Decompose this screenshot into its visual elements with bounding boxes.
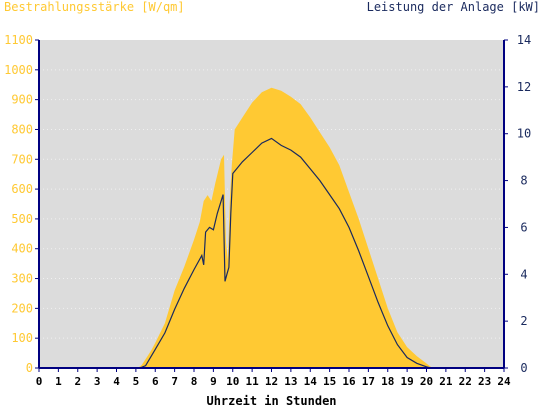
left-tick-label: 600 xyxy=(11,182,33,196)
x-tick-label: 11 xyxy=(246,375,260,388)
power-line xyxy=(39,137,504,369)
x-tick-label: 23 xyxy=(478,375,491,388)
x-tick-label: 13 xyxy=(284,375,297,388)
x-tick-label: 3 xyxy=(94,375,101,388)
left-tick-label: 1000 xyxy=(4,63,33,77)
right-tick-label: 6 xyxy=(520,220,527,234)
x-tick-label: 9 xyxy=(210,375,217,388)
right-tick-label: 0 xyxy=(520,361,527,375)
x-tick-label: 14 xyxy=(304,375,318,388)
x-tick-label: 4 xyxy=(113,375,120,388)
x-tick-label: 18 xyxy=(381,375,394,388)
left-tick-label: 300 xyxy=(11,272,33,286)
x-tick-label: 24 xyxy=(497,375,511,388)
right-tick-label: 8 xyxy=(520,174,527,188)
x-tick-label: 6 xyxy=(152,375,159,388)
right-tick-label: 10 xyxy=(517,127,531,141)
left-tick-label: 100 xyxy=(11,331,33,345)
left-tick-label: 0 xyxy=(26,361,33,375)
x-tick-label: 7 xyxy=(171,375,178,388)
tick-labels: 0 1 2 3 4 5 6 7 8 9 10 11 12 13 14 15 16 17 18 19 20 21 22 23 24… xyxy=(4,33,531,388)
x-tick-label: 0 xyxy=(36,375,43,388)
x-tick-label: 16 xyxy=(342,375,356,388)
right-axis-title: Leistung der Anlage [kW] xyxy=(366,0,540,14)
x-axis-title: Uhrzeit in Stunden xyxy=(206,394,336,408)
x-tick-label: 19 xyxy=(401,375,414,388)
right-tick-label: 14 xyxy=(517,33,531,47)
x-tick-label: 10 xyxy=(226,375,239,388)
left-tick-label: 800 xyxy=(11,122,33,136)
x-tick-label: 22 xyxy=(459,375,472,388)
x-tick-label: 20 xyxy=(420,375,433,388)
x-tick-label: 1 xyxy=(55,375,62,388)
x-tick-label: 8 xyxy=(191,375,198,388)
right-tick-label: 4 xyxy=(520,267,527,281)
x-tick-label: 15 xyxy=(323,375,336,388)
x-tick-label: 12 xyxy=(265,375,278,388)
left-tick-label: 200 xyxy=(11,301,33,315)
left-tick-label: 400 xyxy=(11,242,33,256)
irradiance-area xyxy=(39,87,504,368)
left-tick-label: 500 xyxy=(11,212,33,226)
left-tick-label: 1100 xyxy=(4,33,33,47)
x-tick-label: 5 xyxy=(133,375,140,388)
x-tick-label: 17 xyxy=(362,375,375,388)
x-tick-label: 2 xyxy=(74,375,81,388)
right-tick-label: 2 xyxy=(520,314,527,328)
left-tick-label: 900 xyxy=(11,93,33,107)
left-tick-label: 700 xyxy=(11,152,33,166)
right-tick-label: 12 xyxy=(517,80,531,94)
left-axis-title: Bestrahlungsstärke [W/qm] xyxy=(4,0,185,14)
x-tick-label: 21 xyxy=(439,375,453,388)
axes xyxy=(35,39,508,372)
